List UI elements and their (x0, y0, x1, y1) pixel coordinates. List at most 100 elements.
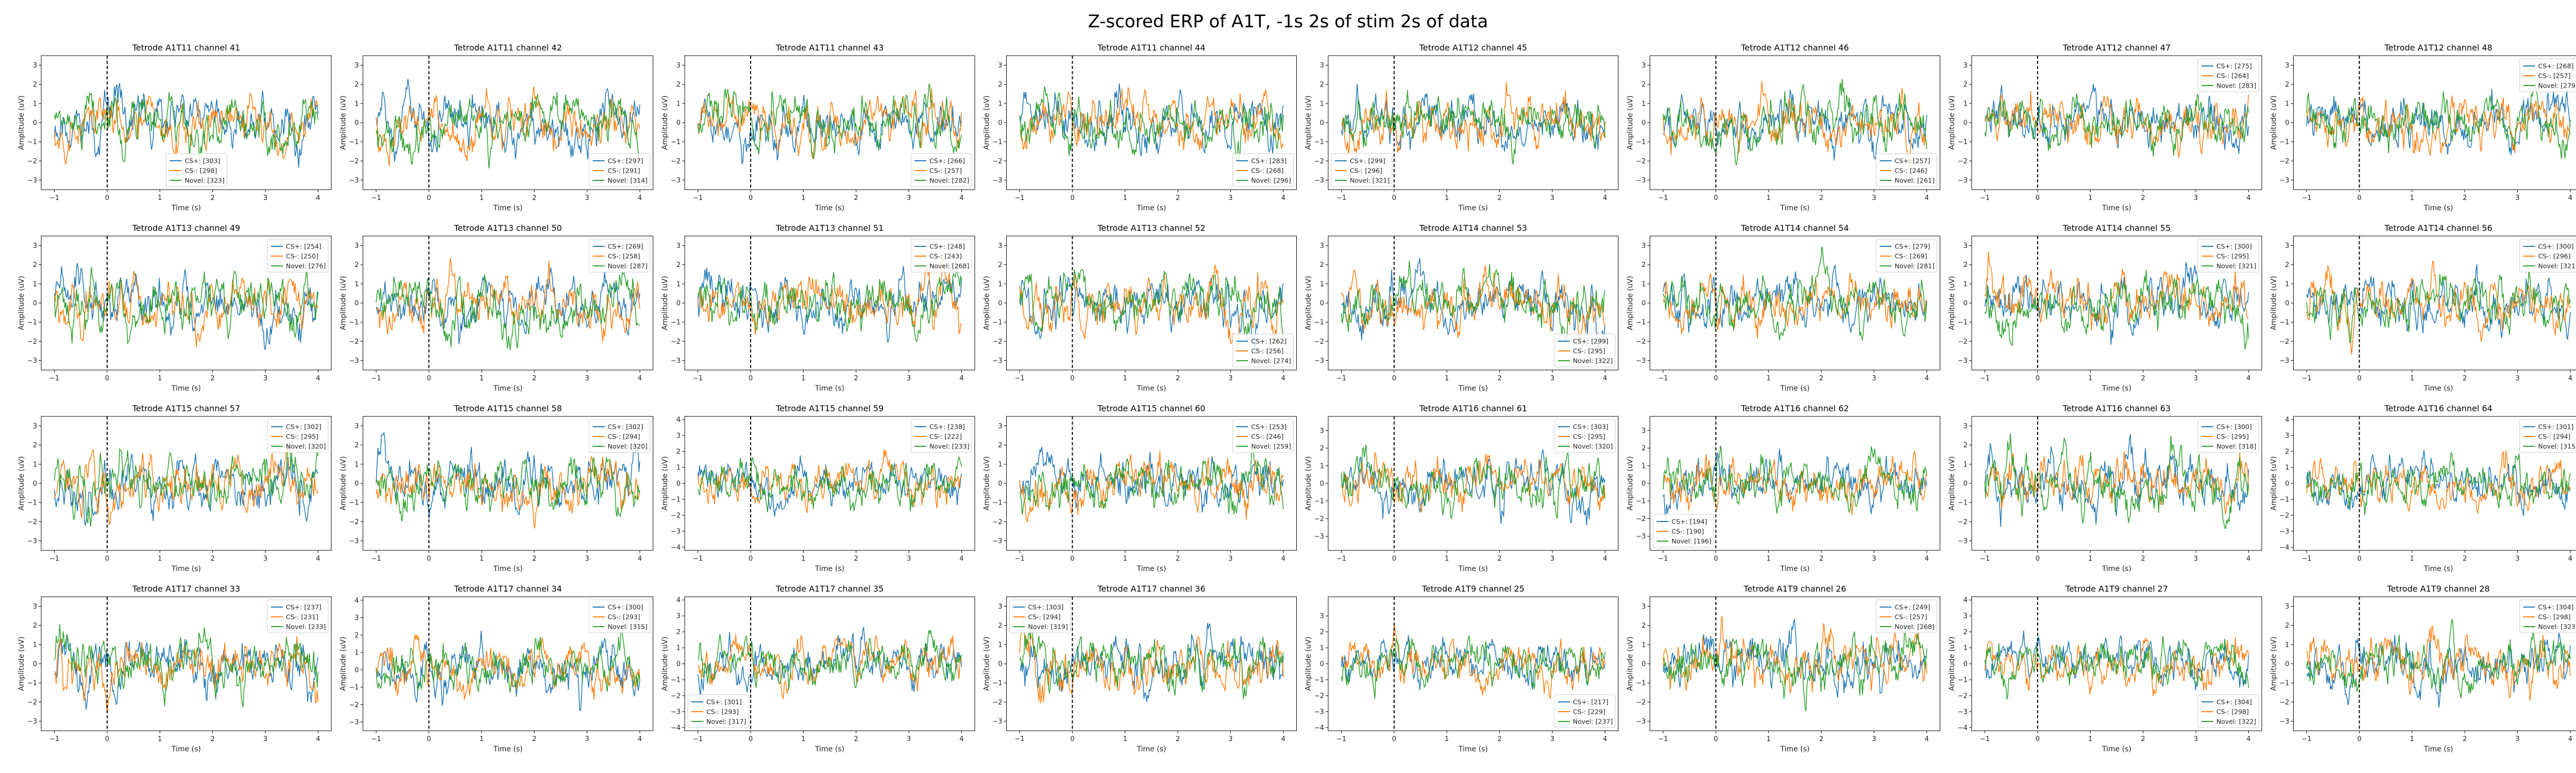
series-line-novel (54, 267, 318, 345)
y-tick-label: 2 (1641, 445, 1646, 452)
subplot-16: Tetrode A1T14 channel 56 −1 0 1 2 3 4 −3 −2 −1 0 1 2… (2270, 223, 2576, 393)
legend: CS+: [253] CS-: [246] Novel: [259] (1232, 419, 1294, 453)
x-tick-label: 3 (585, 194, 589, 202)
x-tick-label: 0 (1392, 735, 1396, 743)
x-tick-label: 0 (2036, 555, 2040, 563)
subplot-6: Tetrode A1T12 channel 46 −1 0 1 2 3 4 −3 −2 −1 0 1 2… (1626, 43, 1940, 212)
x-tick-label: 3 (1872, 555, 1876, 563)
x-axis-label: Time (s) (815, 565, 844, 573)
y-tick-label: 0 (1320, 120, 1324, 127)
y-tick-label: 3 (1963, 242, 1968, 250)
y-tick-label: −1 (992, 139, 1002, 146)
x-tick-label: 1 (480, 194, 484, 202)
legend-label-cs-plus: CS+: [302] (286, 423, 321, 431)
x-axis-label: Time (s) (2424, 384, 2453, 393)
legend-label-cs-plus: CS+: [279] (1895, 243, 1930, 250)
legend-label-novel: Novel: [233] (286, 623, 326, 631)
x-tick-label: −1 (2302, 375, 2312, 382)
x-tick-label: 2 (2463, 735, 2467, 743)
subplot-26: Tetrode A1T17 channel 34 −1 0 1 2 3 4 −3 −2 −1 0 1 2… (340, 584, 653, 753)
x-tick-label: 1 (1767, 194, 1771, 202)
y-tick-label: −2 (992, 699, 1002, 707)
x-tick-label: 4 (2568, 735, 2572, 743)
y-tick-label: 1 (2285, 100, 2289, 108)
y-tick-label: −2 (1636, 338, 1646, 346)
y-tick-label: −1 (27, 319, 37, 327)
y-tick-label: 2 (2285, 448, 2289, 456)
legend-label-cs-plus: CS+: [299] (1573, 338, 1608, 345)
y-tick-label: 0 (2285, 300, 2289, 308)
y-tick-label: −3 (1958, 177, 1968, 184)
y-tick-label: −2 (1958, 692, 1968, 700)
subplot-3: Tetrode A1T11 channel 43 −1 0 1 2 3 4 −3 −2 −1 0 1 2… (661, 43, 975, 212)
series-line-novel (376, 92, 640, 169)
y-tick-label: −2 (1958, 338, 1968, 346)
y-tick-label: 1 (676, 280, 681, 288)
y-tick-label: 2 (1641, 622, 1646, 630)
y-tick-label: 1 (2285, 464, 2289, 472)
y-axis-label: Amplitude (uV) (1304, 636, 1313, 691)
y-tick-label: 2 (354, 261, 359, 269)
y-tick-label: 0 (676, 661, 681, 668)
x-tick-label: 2 (1176, 194, 1180, 202)
x-tick-label: −1 (371, 194, 381, 202)
legend-label-cs-plus: CS+: [303] (185, 157, 221, 165)
y-tick-label: 0 (33, 480, 37, 488)
legend: CS+: [300] CS-: [296] Novel: [321] (2519, 239, 2576, 273)
x-tick-label: 1 (158, 375, 162, 382)
y-tick-label: 1 (998, 280, 1002, 288)
x-tick-label: 0 (749, 194, 753, 202)
legend-label-cs-plus: CS+: [300] (608, 603, 643, 611)
legend-box (2197, 694, 2259, 728)
y-tick-label: 2 (998, 622, 1002, 630)
x-tick-label: 2 (1176, 735, 1180, 743)
subplot-5: Tetrode A1T12 channel 45 −1 0 1 2 3 4 −3 −2 −1 0 1 2… (1304, 43, 1619, 212)
y-tick-label: 2 (354, 632, 359, 640)
x-tick-label: 2 (211, 194, 215, 202)
x-tick-label: 3 (1872, 735, 1876, 743)
y-tick-label: 2 (1963, 261, 1968, 269)
legend-label-cs-plus: CS+: [297] (608, 157, 643, 165)
x-tick-label: 4 (1925, 555, 1929, 563)
x-axis-label: Time (s) (1780, 384, 1810, 393)
y-tick-label: −3 (349, 719, 359, 727)
legend: CS+: [248] CS-: [243] Novel: [268] (910, 239, 972, 273)
y-tick-label: −1 (1314, 319, 1324, 327)
y-tick-label: 1 (998, 641, 1002, 649)
x-tick-label: 2 (532, 735, 536, 743)
x-tick-label: 3 (2515, 735, 2519, 743)
x-tick-label: 0 (427, 735, 431, 743)
y-tick-label: −2 (671, 692, 681, 700)
y-tick-label: −1 (1958, 676, 1968, 684)
y-axis-label: Amplitude (uV) (2270, 636, 2278, 691)
legend: CS+: [302] CS-: [295] Novel: [320] (267, 419, 329, 453)
y-axis-label: Amplitude (uV) (2270, 456, 2278, 511)
x-tick-label: 0 (427, 375, 431, 382)
x-tick-label: 4 (2246, 375, 2250, 382)
series-line-cs-minus (1341, 82, 1606, 154)
x-tick-label: 4 (2568, 555, 2572, 563)
x-tick-label: 3 (2194, 375, 2198, 382)
series-line-novel (1341, 90, 1606, 165)
subplot-9: Tetrode A1T13 channel 49 −1 0 1 2 3 4 −3 −2 −1 0 1 2… (18, 223, 332, 393)
x-tick-label: 2 (1498, 555, 1502, 563)
x-tick-label: 3 (263, 735, 267, 743)
legend-label-cs-minus: CS-: [264] (2216, 72, 2249, 80)
legend: CS+: [237] CS-: [231] Novel: [233] (267, 599, 329, 633)
y-tick-label: 2 (33, 622, 37, 630)
legend-label-cs-plus: CS+: [301] (706, 698, 742, 706)
subplot-title: Tetrode A1T9 channel 28 (2386, 584, 2489, 594)
series-line-cs-plus (376, 267, 640, 345)
x-axis-label: Time (s) (1458, 745, 1488, 753)
y-tick-label: −2 (2279, 512, 2289, 519)
y-tick-label: 3 (998, 423, 1002, 430)
legend-label-cs-minus: CS-: [295] (286, 433, 318, 441)
subplot-title: Tetrode A1T14 channel 55 (2062, 223, 2171, 233)
x-axis-label: Time (s) (1780, 204, 1810, 212)
y-tick-label: −1 (27, 139, 37, 146)
y-tick-label: 0 (1641, 661, 1646, 668)
x-axis-label: Time (s) (815, 745, 844, 753)
legend-label-novel: Novel: [283] (2216, 82, 2256, 90)
y-tick-label: 0 (1320, 480, 1324, 488)
y-tick-label: −3 (2279, 357, 2289, 365)
